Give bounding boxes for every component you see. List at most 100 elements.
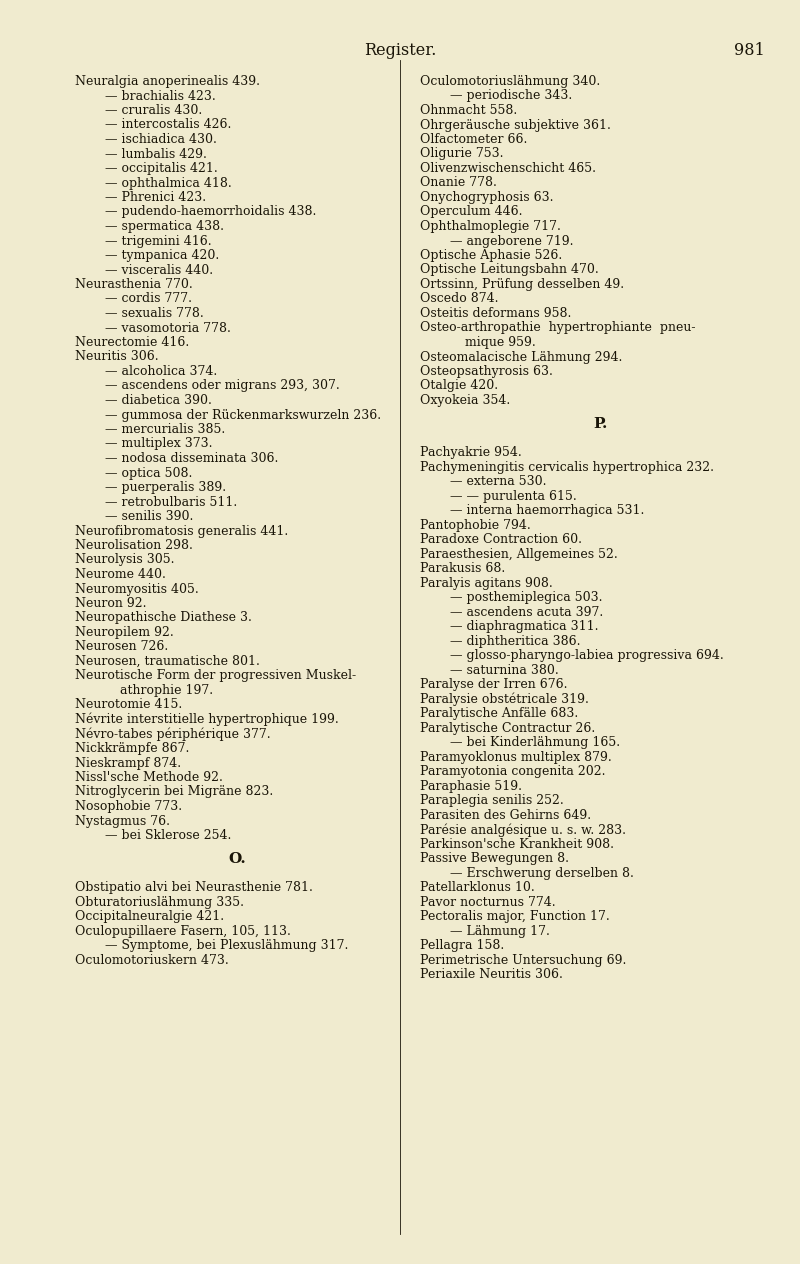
Text: — Phrenici 423.: — Phrenici 423. xyxy=(105,191,206,204)
Text: Neurosen 726.: Neurosen 726. xyxy=(75,641,168,653)
Text: Register.: Register. xyxy=(364,42,436,59)
Text: Optische Leitungsbahn 470.: Optische Leitungsbahn 470. xyxy=(420,263,598,277)
Text: Optische Aphasie 526.: Optische Aphasie 526. xyxy=(420,249,562,262)
Text: — externa 530.: — externa 530. xyxy=(450,475,546,488)
Text: Oligurie 753.: Oligurie 753. xyxy=(420,148,503,161)
Text: Neuron 92.: Neuron 92. xyxy=(75,597,146,611)
Text: — posthemiplegica 503.: — posthemiplegica 503. xyxy=(450,592,602,604)
Text: Parakusis 68.: Parakusis 68. xyxy=(420,562,506,575)
Text: Neuromyositis 405.: Neuromyositis 405. xyxy=(75,583,198,595)
Text: mique 959.: mique 959. xyxy=(465,336,536,349)
Text: — spermatica 438.: — spermatica 438. xyxy=(105,220,224,233)
Text: — glosso-pharyngo-labiea progressiva 694.: — glosso-pharyngo-labiea progressiva 694… xyxy=(450,650,724,662)
Text: Neuropilem 92.: Neuropilem 92. xyxy=(75,626,174,640)
Text: — Symptome, bei Plexuslähmung 317.: — Symptome, bei Plexuslähmung 317. xyxy=(105,939,348,952)
Text: — periodische 343.: — periodische 343. xyxy=(450,90,572,102)
Text: — vasomotoria 778.: — vasomotoria 778. xyxy=(105,321,231,335)
Text: Olfactometer 66.: Olfactometer 66. xyxy=(420,133,527,147)
Text: 981: 981 xyxy=(734,42,765,59)
Text: Paralytische Anfälle 683.: Paralytische Anfälle 683. xyxy=(420,707,578,720)
Text: — saturnina 380.: — saturnina 380. xyxy=(450,664,558,676)
Text: Neurotomie 415.: Neurotomie 415. xyxy=(75,699,182,712)
Text: — ascendens oder migrans 293, 307.: — ascendens oder migrans 293, 307. xyxy=(105,379,340,393)
Text: Pachymeningitis cervicalis hypertrophica 232.: Pachymeningitis cervicalis hypertrophica… xyxy=(420,460,714,474)
Text: — cordis 777.: — cordis 777. xyxy=(105,292,192,306)
Text: Neurectomie 416.: Neurectomie 416. xyxy=(75,336,190,349)
Text: Paraesthesien, Allgemeines 52.: Paraesthesien, Allgemeines 52. xyxy=(420,547,618,561)
Text: Periaxile Neuritis 306.: Periaxile Neuritis 306. xyxy=(420,968,563,981)
Text: Neurolysis 305.: Neurolysis 305. xyxy=(75,554,174,566)
Text: — intercostalis 426.: — intercostalis 426. xyxy=(105,119,231,131)
Text: — sexualis 778.: — sexualis 778. xyxy=(105,307,204,320)
Text: — mercurialis 385.: — mercurialis 385. xyxy=(105,423,226,436)
Text: Passive Bewegungen 8.: Passive Bewegungen 8. xyxy=(420,852,569,865)
Text: — nodosa disseminata 306.: — nodosa disseminata 306. xyxy=(105,453,278,465)
Text: — optica 508.: — optica 508. xyxy=(105,466,192,479)
Text: Perimetrische Untersuchung 69.: Perimetrische Untersuchung 69. xyxy=(420,954,626,967)
Text: — lumbalis 429.: — lumbalis 429. xyxy=(105,148,207,161)
Text: — ascendens acuta 397.: — ascendens acuta 397. xyxy=(450,605,603,618)
Text: Neuritis 306.: Neuritis 306. xyxy=(75,350,158,364)
Text: — diabetica 390.: — diabetica 390. xyxy=(105,394,212,407)
Text: Occipitalneuralgie 421.: Occipitalneuralgie 421. xyxy=(75,910,224,923)
Text: Nosophobie 773.: Nosophobie 773. xyxy=(75,800,182,813)
Text: — puerperalis 389.: — puerperalis 389. xyxy=(105,482,226,494)
Text: — gummosa der Rückenmarkswurzeln 236.: — gummosa der Rückenmarkswurzeln 236. xyxy=(105,408,381,421)
Text: athrophie 197.: athrophie 197. xyxy=(120,684,213,696)
Text: Ohrgeräusche subjektive 361.: Ohrgeräusche subjektive 361. xyxy=(420,119,611,131)
Text: Onychogryphosis 63.: Onychogryphosis 63. xyxy=(420,191,554,204)
Text: — — purulenta 615.: — — purulenta 615. xyxy=(450,489,577,503)
Text: — cruralis 430.: — cruralis 430. xyxy=(105,104,202,118)
Text: — tympanica 420.: — tympanica 420. xyxy=(105,249,219,262)
Text: — senilis 390.: — senilis 390. xyxy=(105,509,194,523)
Text: Osteo-arthropathie  hypertrophiante  pneu-: Osteo-arthropathie hypertrophiante pneu- xyxy=(420,321,695,335)
Text: O.: O. xyxy=(229,852,246,866)
Text: Ohnmacht 558.: Ohnmacht 558. xyxy=(420,104,518,118)
Text: — ophthalmica 418.: — ophthalmica 418. xyxy=(105,177,232,190)
Text: Oxyokeia 354.: Oxyokeia 354. xyxy=(420,394,510,407)
Text: — bei Sklerose 254.: — bei Sklerose 254. xyxy=(105,829,231,842)
Text: Neurolisation 298.: Neurolisation 298. xyxy=(75,538,193,552)
Text: Patellarklonus 10.: Patellarklonus 10. xyxy=(420,881,534,894)
Text: Paralyis agitans 908.: Paralyis agitans 908. xyxy=(420,576,553,590)
Text: — retrobulbaris 511.: — retrobulbaris 511. xyxy=(105,495,238,508)
Text: Ophthalmoplegie 717.: Ophthalmoplegie 717. xyxy=(420,220,561,233)
Text: — brachialis 423.: — brachialis 423. xyxy=(105,90,216,102)
Text: Osteitis deformans 958.: Osteitis deformans 958. xyxy=(420,307,571,320)
Text: Operculum 446.: Operculum 446. xyxy=(420,206,522,219)
Text: — interna haemorrhagica 531.: — interna haemorrhagica 531. xyxy=(450,504,644,517)
Text: Nissl'sche Methode 92.: Nissl'sche Methode 92. xyxy=(75,771,223,784)
Text: — alcoholica 374.: — alcoholica 374. xyxy=(105,365,218,378)
Text: Nitroglycerin bei Migräne 823.: Nitroglycerin bei Migräne 823. xyxy=(75,785,274,799)
Text: Neuralgia anoperinealis 439.: Neuralgia anoperinealis 439. xyxy=(75,75,260,88)
Text: — pudendo-haemorrhoidalis 438.: — pudendo-haemorrhoidalis 438. xyxy=(105,206,316,219)
Text: Pachyakrie 954.: Pachyakrie 954. xyxy=(420,446,522,459)
Text: Oculomotoriuslähmung 340.: Oculomotoriuslähmung 340. xyxy=(420,75,600,88)
Text: Olivenzwischenschicht 465.: Olivenzwischenschicht 465. xyxy=(420,162,596,174)
Text: Oculomotoriuskern 473.: Oculomotoriuskern 473. xyxy=(75,954,229,967)
Text: Paraphasie 519.: Paraphasie 519. xyxy=(420,780,522,793)
Text: Neuropathische Diathese 3.: Neuropathische Diathese 3. xyxy=(75,612,252,624)
Text: Parésie analgésique u. s. w. 283.: Parésie analgésique u. s. w. 283. xyxy=(420,823,626,837)
Text: Oscedo 874.: Oscedo 874. xyxy=(420,292,498,306)
Text: — Erschwerung derselben 8.: — Erschwerung derselben 8. xyxy=(450,867,634,880)
Text: Névrite interstitielle hypertrophique 199.: Névrite interstitielle hypertrophique 19… xyxy=(75,713,338,727)
Text: Onanie 778.: Onanie 778. xyxy=(420,177,497,190)
Text: Nystagmus 76.: Nystagmus 76. xyxy=(75,814,170,828)
Text: Osteomalacische Lähmung 294.: Osteomalacische Lähmung 294. xyxy=(420,350,622,364)
Text: P.: P. xyxy=(593,417,607,431)
Text: Pantophobie 794.: Pantophobie 794. xyxy=(420,518,530,532)
Text: — diaphragmatica 311.: — diaphragmatica 311. xyxy=(450,621,598,633)
Text: Neurosen, traumatische 801.: Neurosen, traumatische 801. xyxy=(75,655,260,667)
Text: Parkinson'sche Krankheit 908.: Parkinson'sche Krankheit 908. xyxy=(420,838,614,851)
Text: Névro-tabes périphérique 377.: Névro-tabes périphérique 377. xyxy=(75,728,270,741)
Text: Paradoxe Contraction 60.: Paradoxe Contraction 60. xyxy=(420,533,582,546)
Text: Neurofibromatosis generalis 441.: Neurofibromatosis generalis 441. xyxy=(75,525,288,537)
Text: — trigemini 416.: — trigemini 416. xyxy=(105,235,212,248)
Text: Ortssinn, Prüfung desselben 49.: Ortssinn, Prüfung desselben 49. xyxy=(420,278,624,291)
Text: Neurasthenia 770.: Neurasthenia 770. xyxy=(75,278,193,291)
Text: — visceralis 440.: — visceralis 440. xyxy=(105,263,213,277)
Text: — angeborene 719.: — angeborene 719. xyxy=(450,235,574,248)
Text: Paralyse der Irren 676.: Paralyse der Irren 676. xyxy=(420,679,567,691)
Text: Oculopupillaere Fasern, 105, 113.: Oculopupillaere Fasern, 105, 113. xyxy=(75,925,291,938)
